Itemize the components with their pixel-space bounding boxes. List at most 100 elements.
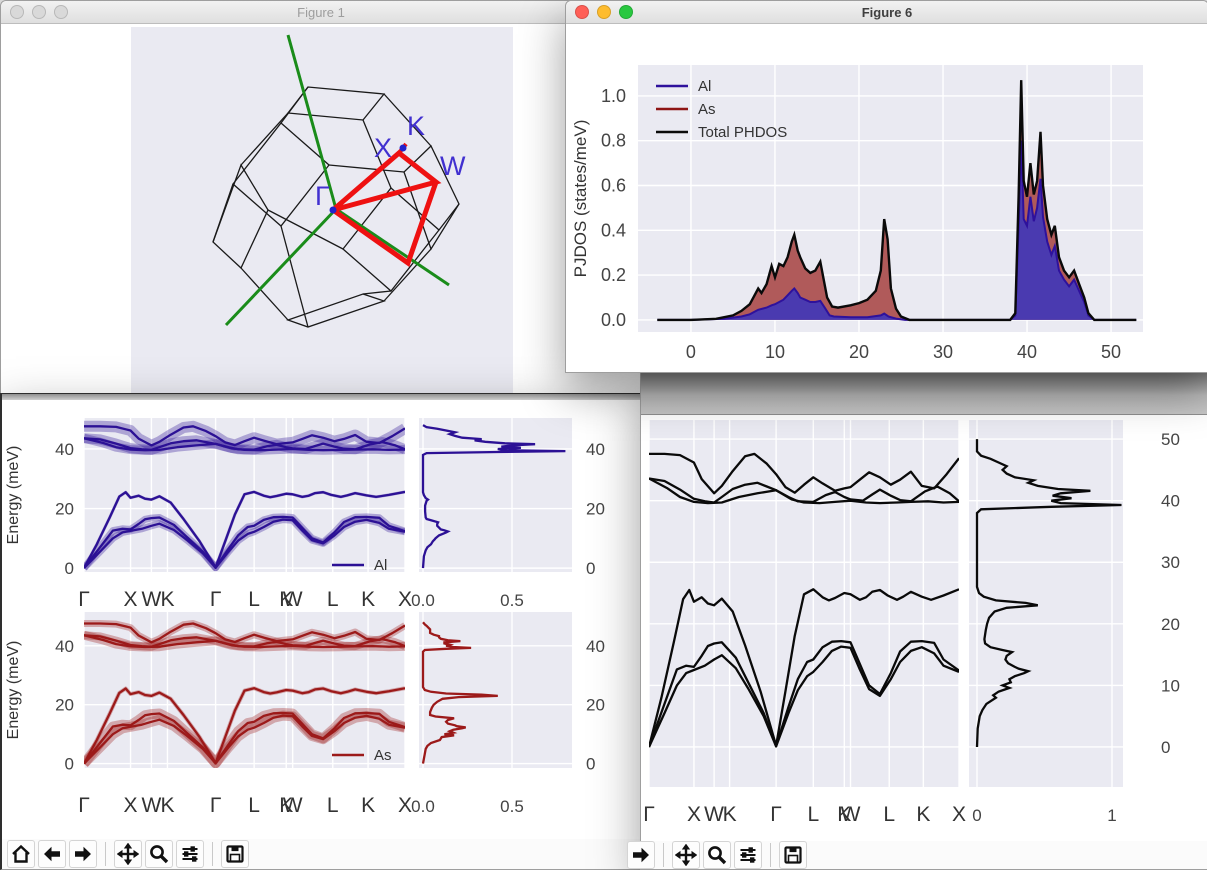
home-button[interactable] (7, 840, 35, 868)
y-tick-label: 40 (586, 637, 605, 656)
window-figure1: Figure 1 (0, 0, 642, 462)
kpoint-label: W (141, 588, 161, 611)
pan-icon (117, 843, 139, 865)
titlebar-bands-right[interactable] (641, 372, 1207, 415)
forward-icon (633, 847, 649, 863)
band-curve (84, 437, 405, 452)
y-tick-label: 0 (65, 559, 74, 578)
y-tick-label: 0.8 (601, 131, 626, 151)
toolbar-separator (770, 843, 771, 867)
band-curves (649, 452, 959, 748)
configure-subplots-button[interactable] (734, 841, 762, 869)
legend-label: Al (698, 78, 711, 95)
legend-label: As (374, 747, 392, 764)
maximize-button[interactable] (619, 5, 633, 19)
band-curve (84, 634, 405, 649)
kpoint-label: K (361, 794, 375, 817)
brillouin-zone-canvas[interactable]: K X W Γ (131, 27, 513, 461)
y-tick-label: 0.2 (601, 265, 626, 285)
minimize-button[interactable] (32, 5, 46, 19)
x-tick-label: 40 (1017, 342, 1037, 362)
back-icon (44, 846, 60, 862)
x-tick-label: 30 (933, 342, 953, 362)
y-tick-label: 30 (1161, 553, 1180, 572)
band-curve (84, 490, 405, 569)
pan-button[interactable] (114, 840, 142, 868)
y-tick-label: 0 (586, 755, 595, 774)
titlebar-bands-left[interactable] (2, 394, 643, 400)
y-tick-label: 0 (586, 559, 595, 578)
minimize-button[interactable] (597, 5, 611, 19)
kpoint-label: L (883, 803, 895, 826)
y-tick-label: 0 (65, 755, 74, 774)
kpoint-label: X (124, 588, 138, 611)
band-curve (84, 622, 405, 644)
legend-label: As (698, 101, 716, 118)
pan-icon (675, 844, 697, 866)
sliders-icon (182, 846, 198, 862)
band-curve (84, 425, 405, 447)
kpoint-label: K (837, 803, 851, 826)
kpoint-label: L (248, 588, 260, 611)
zoom-rect-button[interactable] (703, 841, 731, 869)
save-button[interactable] (221, 840, 249, 868)
close-button[interactable] (575, 5, 589, 19)
band-curve (84, 515, 405, 569)
window-figure6: Figure 6 0 10 20 30 40 50 0.0 0.2 0.4 0.6 0.8 1.0 PJ… (565, 0, 1207, 373)
toolbar-separator (105, 842, 106, 866)
y-tick-label: 20 (55, 500, 74, 519)
dos-tick-label: 0.0 (411, 797, 435, 816)
save-button[interactable] (779, 841, 807, 869)
back-button[interactable] (38, 840, 66, 868)
bz-points (329, 144, 407, 214)
kpoint-label: W (841, 803, 861, 826)
titlebar-figure6[interactable]: Figure 6 (566, 1, 1207, 24)
y-tick-label: 50 (1161, 430, 1180, 449)
kpoint-label: W (283, 588, 303, 611)
kpoint-label: K (361, 588, 375, 611)
band-curve (84, 687, 405, 765)
dos-panel (969, 420, 1123, 787)
save-icon (784, 846, 802, 864)
pan-button[interactable] (672, 841, 700, 869)
y-axis-label: PJDOS (states/meV) (571, 120, 590, 278)
maximize-button[interactable] (54, 5, 68, 19)
y-tick-label: 20 (586, 696, 605, 715)
y-tick-label: 20 (586, 500, 605, 519)
close-button[interactable] (10, 5, 24, 19)
y-tick-label: 0.6 (601, 176, 626, 196)
kpoint-label: X (687, 803, 701, 826)
band-curve (84, 518, 405, 569)
dos-curve-group (421, 621, 498, 764)
x-tick-label: 50 (1101, 342, 1121, 362)
kpoint-label: K (160, 588, 174, 611)
x-tick-label: 10 (765, 342, 785, 362)
forward-button[interactable] (69, 840, 97, 868)
y-axis-label: Energy (meV) (5, 446, 22, 545)
al-line (657, 140, 1137, 321)
dos-tick-label: 0 (972, 806, 981, 825)
band-curve (649, 477, 959, 505)
y-tick-label: 1.0 (601, 86, 626, 106)
y-tick-label: 40 (586, 440, 605, 459)
bz-label-W: W (440, 151, 466, 181)
y-tick-label: 10 (1161, 676, 1180, 695)
y-tick-label: 0.4 (601, 220, 626, 240)
y-tick-label: 20 (1161, 615, 1180, 634)
x-tick-label: 20 (849, 342, 869, 362)
forward-button[interactable] (627, 841, 655, 869)
total-line (657, 80, 1137, 322)
band-curve (84, 711, 405, 765)
bz-label-X: X (374, 133, 392, 163)
kpoint-label: X (124, 794, 138, 817)
pjdos-canvas[interactable]: 0 10 20 30 40 50 0.0 0.2 0.4 0.6 0.8 1.0 PJDOS (stat… (566, 24, 1206, 372)
titlebar-figure1[interactable]: Figure 1 (1, 1, 641, 24)
home-icon (12, 844, 30, 863)
toolbar-separator (212, 842, 213, 866)
kpoint-label: Γ (770, 803, 782, 826)
configure-subplots-button[interactable] (176, 840, 204, 868)
zoom-rect-button[interactable] (145, 840, 173, 868)
kpoint-label: K (160, 794, 174, 817)
